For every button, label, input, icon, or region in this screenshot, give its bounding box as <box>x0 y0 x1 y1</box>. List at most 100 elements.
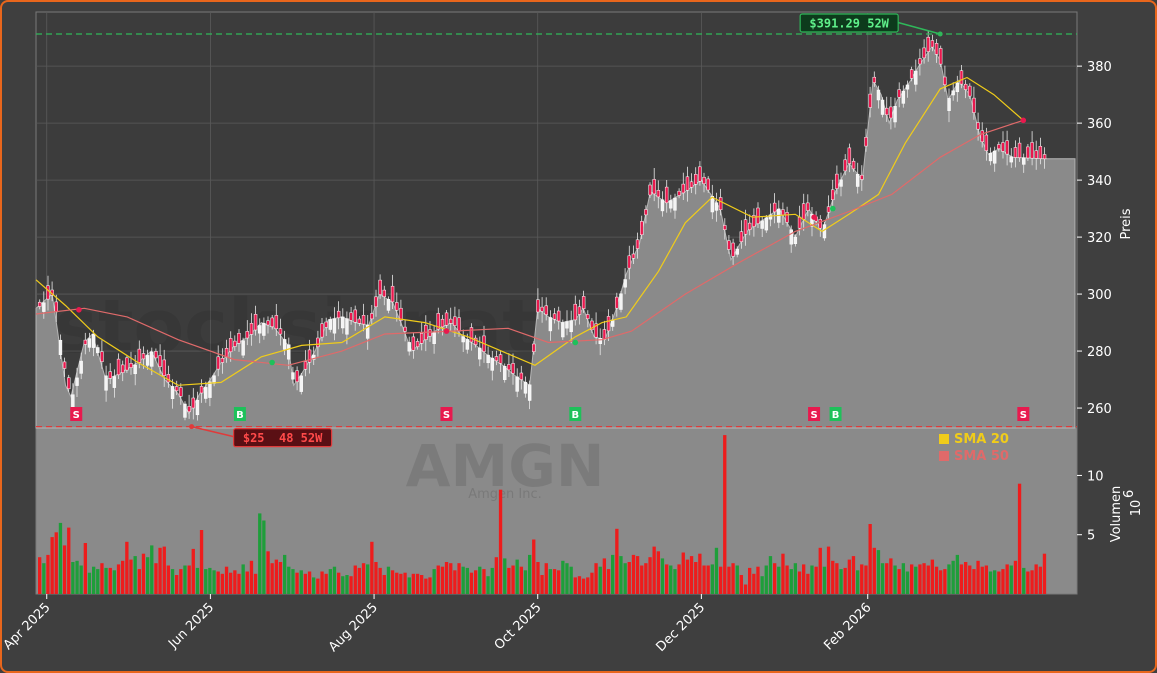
volume-bar <box>58 522 63 594</box>
candle-body <box>590 320 594 331</box>
candle-body <box>1005 140 1009 155</box>
candle-body <box>395 302 399 311</box>
volume-bar <box>615 528 619 594</box>
time-tick-label: Dec 2025 <box>653 600 708 655</box>
candle-body <box>166 374 171 383</box>
candle-body <box>714 202 719 211</box>
volume-bar <box>395 572 399 594</box>
volume-bar <box>262 520 266 594</box>
volume-bar <box>312 577 316 594</box>
legend: SMA 20 SMA 50 <box>939 432 1009 464</box>
volume-bar <box>357 567 362 594</box>
volume-bar <box>984 565 989 594</box>
volume-unit-exponent: 6 <box>1122 490 1137 498</box>
signal-label: B <box>832 410 840 421</box>
candle-body <box>540 306 544 312</box>
signal-label: B <box>571 410 579 421</box>
candle-body <box>797 216 802 229</box>
candle-body <box>399 307 403 321</box>
candle-body <box>237 333 241 344</box>
volume-bar <box>959 564 964 594</box>
volume-bar <box>112 570 117 594</box>
candle-body <box>909 69 914 79</box>
legend-label-sma50: SMA 50 <box>954 449 1009 464</box>
candle-body <box>253 314 258 331</box>
volume-bar <box>1034 564 1038 594</box>
volume-bar <box>976 560 980 594</box>
volume-bar <box>532 539 536 594</box>
volume-bar <box>731 563 735 594</box>
candle-body <box>46 285 50 300</box>
volume-bar <box>428 577 432 594</box>
volume-bar <box>46 554 50 594</box>
signal-label: S <box>443 410 450 421</box>
candle-body <box>968 85 972 97</box>
volume-bar <box>432 569 436 594</box>
candle-body <box>669 200 673 209</box>
moving-averages <box>35 76 1027 386</box>
volume-bar <box>283 554 287 594</box>
volume-bar <box>100 563 104 594</box>
volume-bar <box>528 554 532 594</box>
volume-bar <box>1005 564 1009 594</box>
volume-bar <box>38 557 42 594</box>
time-tick-label: Feb 2026 <box>821 600 874 653</box>
candle-body <box>872 76 876 83</box>
volume-bar <box>195 567 200 594</box>
volume-bar <box>864 565 868 594</box>
candle-body <box>602 329 607 340</box>
candle-body <box>955 82 960 93</box>
candle-body <box>498 354 503 364</box>
volume-bar <box>71 562 75 594</box>
candle-body <box>249 323 254 335</box>
candle-body <box>507 364 511 371</box>
volume-bar <box>735 565 739 594</box>
volume-bar <box>536 562 540 594</box>
candle-body <box>561 322 565 338</box>
candle-body <box>992 150 997 164</box>
volume-bar <box>640 565 644 594</box>
candle-body <box>1026 146 1030 159</box>
volume-bar <box>399 573 403 594</box>
candle-body <box>473 337 478 345</box>
volume-bar <box>814 566 818 594</box>
candle-body <box>67 377 71 390</box>
volume-bar <box>457 563 461 594</box>
candle-body <box>137 348 142 363</box>
volume-bar <box>92 566 96 594</box>
candle-body <box>885 107 889 116</box>
candle-body <box>386 299 391 311</box>
candle-body <box>718 197 723 211</box>
volume-bar <box>698 553 702 594</box>
candle-body <box>150 351 154 367</box>
volume-bar <box>598 566 602 594</box>
candle-body <box>228 338 233 353</box>
candle-body <box>116 358 121 376</box>
volume-bar <box>486 576 490 594</box>
volume-bar <box>623 563 627 594</box>
candle-body <box>785 212 789 223</box>
volume-bar <box>220 573 225 594</box>
candle-body <box>573 303 577 321</box>
candle-body <box>191 397 195 409</box>
candle-body <box>58 339 63 355</box>
candle-body <box>83 339 88 345</box>
candle-body <box>789 229 793 245</box>
volume-bar <box>1009 565 1013 594</box>
volume-bar <box>656 551 661 594</box>
candle-body <box>764 217 769 231</box>
candle-body <box>527 384 532 401</box>
candle-body <box>835 173 839 189</box>
legend-swatch-sma50 <box>939 451 949 461</box>
candle-body <box>619 293 623 310</box>
volume-bar <box>831 560 835 594</box>
volume-bar <box>245 571 249 594</box>
candle-body <box>204 387 208 399</box>
candle-body <box>378 279 382 295</box>
volume-bar <box>316 578 320 594</box>
volume-bar <box>104 567 108 594</box>
volume-bar <box>714 547 719 594</box>
volume-bar <box>274 559 279 594</box>
volume-bar <box>947 564 951 594</box>
candle-body <box>868 93 872 108</box>
